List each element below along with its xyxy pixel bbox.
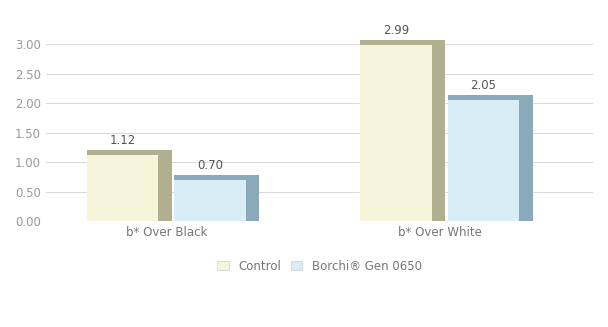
FancyBboxPatch shape	[87, 155, 158, 221]
FancyBboxPatch shape	[174, 180, 246, 221]
FancyBboxPatch shape	[432, 40, 445, 221]
FancyBboxPatch shape	[361, 40, 432, 45]
FancyBboxPatch shape	[519, 95, 533, 221]
Legend: Control, Borchi® Gen 0650: Control, Borchi® Gen 0650	[217, 260, 422, 273]
Text: 2.05: 2.05	[471, 79, 497, 92]
FancyBboxPatch shape	[246, 175, 259, 221]
FancyBboxPatch shape	[174, 175, 246, 180]
FancyBboxPatch shape	[448, 100, 519, 221]
FancyBboxPatch shape	[158, 150, 171, 221]
Text: 2.99: 2.99	[383, 24, 409, 37]
Text: 1.12: 1.12	[109, 134, 136, 147]
FancyBboxPatch shape	[448, 95, 519, 100]
FancyBboxPatch shape	[87, 150, 158, 155]
FancyBboxPatch shape	[361, 45, 432, 221]
Text: 0.70: 0.70	[197, 159, 223, 172]
